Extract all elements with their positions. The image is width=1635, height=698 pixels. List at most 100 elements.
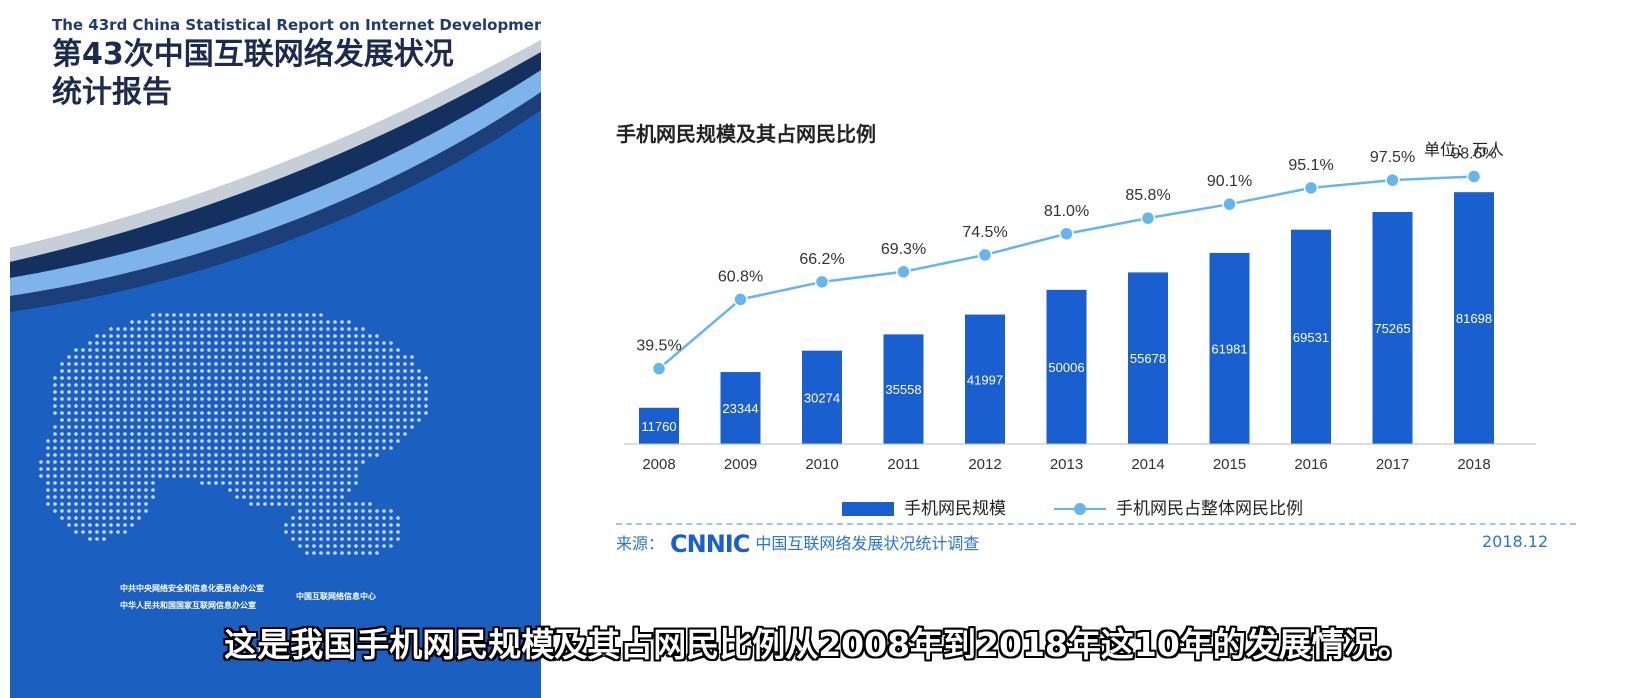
map-dot	[137, 439, 141, 443]
map-dot	[326, 446, 330, 450]
map-dot	[277, 418, 281, 422]
map-dot	[291, 397, 295, 401]
map-dot	[235, 355, 239, 359]
map-dot	[256, 404, 260, 408]
map-dot	[291, 383, 295, 387]
map-dot	[151, 474, 155, 478]
map-dot	[291, 467, 295, 471]
map-dot	[354, 362, 358, 366]
map-dot	[214, 362, 218, 366]
map-dot	[151, 418, 155, 422]
map-dot	[319, 376, 323, 380]
x-tick-label: 2012	[968, 456, 1001, 473]
map-dot	[319, 516, 323, 520]
map-dot	[305, 313, 309, 317]
map-dot	[291, 425, 295, 429]
map-dot	[130, 404, 134, 408]
map-dot	[137, 341, 141, 345]
map-dot	[263, 376, 267, 380]
map-dot	[319, 362, 323, 366]
map-dot	[256, 320, 260, 324]
map-dot	[354, 474, 358, 478]
map-dot	[305, 544, 309, 548]
map-dot	[354, 376, 358, 380]
map-dot	[235, 432, 239, 436]
map-dot	[214, 341, 218, 345]
map-dot	[214, 481, 218, 485]
map-dot	[396, 390, 400, 394]
map-dot	[375, 404, 379, 408]
map-dot	[228, 320, 232, 324]
map-dot	[46, 495, 50, 499]
map-dot	[207, 362, 211, 366]
map-dot	[116, 530, 120, 534]
map-dot	[410, 355, 414, 359]
map-dot	[95, 390, 99, 394]
map-dot	[172, 341, 176, 345]
map-dot	[60, 383, 64, 387]
map-dot	[326, 348, 330, 352]
map-dot	[74, 474, 78, 478]
map-dot	[144, 383, 148, 387]
map-dot	[165, 404, 169, 408]
map-dot	[368, 376, 372, 380]
map-dot	[291, 481, 295, 485]
map-dot	[312, 551, 316, 555]
map-dot	[207, 327, 211, 331]
map-dot	[95, 362, 99, 366]
map-dot	[417, 369, 421, 373]
map-dot	[382, 411, 386, 415]
map-dot	[410, 411, 414, 415]
map-dot	[326, 327, 330, 331]
map-dot	[382, 376, 386, 380]
map-dot	[123, 523, 127, 527]
map-dot	[60, 467, 64, 471]
map-dot	[130, 432, 134, 436]
map-dot	[368, 341, 372, 345]
map-dot	[137, 362, 141, 366]
map-dot	[74, 383, 78, 387]
map-dot	[235, 397, 239, 401]
map-dot	[193, 313, 197, 317]
map-dot	[74, 509, 78, 513]
map-dot	[102, 397, 106, 401]
map-dot	[291, 474, 295, 478]
map-dot	[214, 397, 218, 401]
map-dot	[144, 320, 148, 324]
map-dot	[326, 432, 330, 436]
map-dot	[207, 467, 211, 471]
map-dot	[235, 481, 239, 485]
map-dot	[375, 453, 379, 457]
map-dot	[340, 537, 344, 541]
map-dot	[179, 313, 183, 317]
map-dot	[228, 369, 232, 373]
map-dot	[95, 460, 99, 464]
map-dot	[291, 313, 295, 317]
map-dot	[347, 320, 351, 324]
map-dot	[249, 425, 253, 429]
map-dot	[312, 383, 316, 387]
map-dot	[396, 362, 400, 366]
map-dot	[375, 397, 379, 401]
map-dot	[361, 502, 365, 506]
map-dot	[319, 327, 323, 331]
map-dot	[81, 348, 85, 352]
map-dot	[340, 495, 344, 499]
map-dot	[340, 516, 344, 520]
map-dot	[277, 397, 281, 401]
map-dot	[228, 467, 232, 471]
map-dot	[242, 446, 246, 450]
map-dot	[326, 383, 330, 387]
map-dot	[326, 418, 330, 422]
map-dot	[347, 418, 351, 422]
map-dot	[319, 474, 323, 478]
map-dot	[193, 474, 197, 478]
map-dot	[95, 432, 99, 436]
map-dot	[298, 537, 302, 541]
map-dot	[312, 313, 316, 317]
map-dot	[354, 537, 358, 541]
map-dot	[179, 439, 183, 443]
map-dot	[291, 404, 295, 408]
map-dot	[200, 390, 204, 394]
map-dot	[172, 439, 176, 443]
